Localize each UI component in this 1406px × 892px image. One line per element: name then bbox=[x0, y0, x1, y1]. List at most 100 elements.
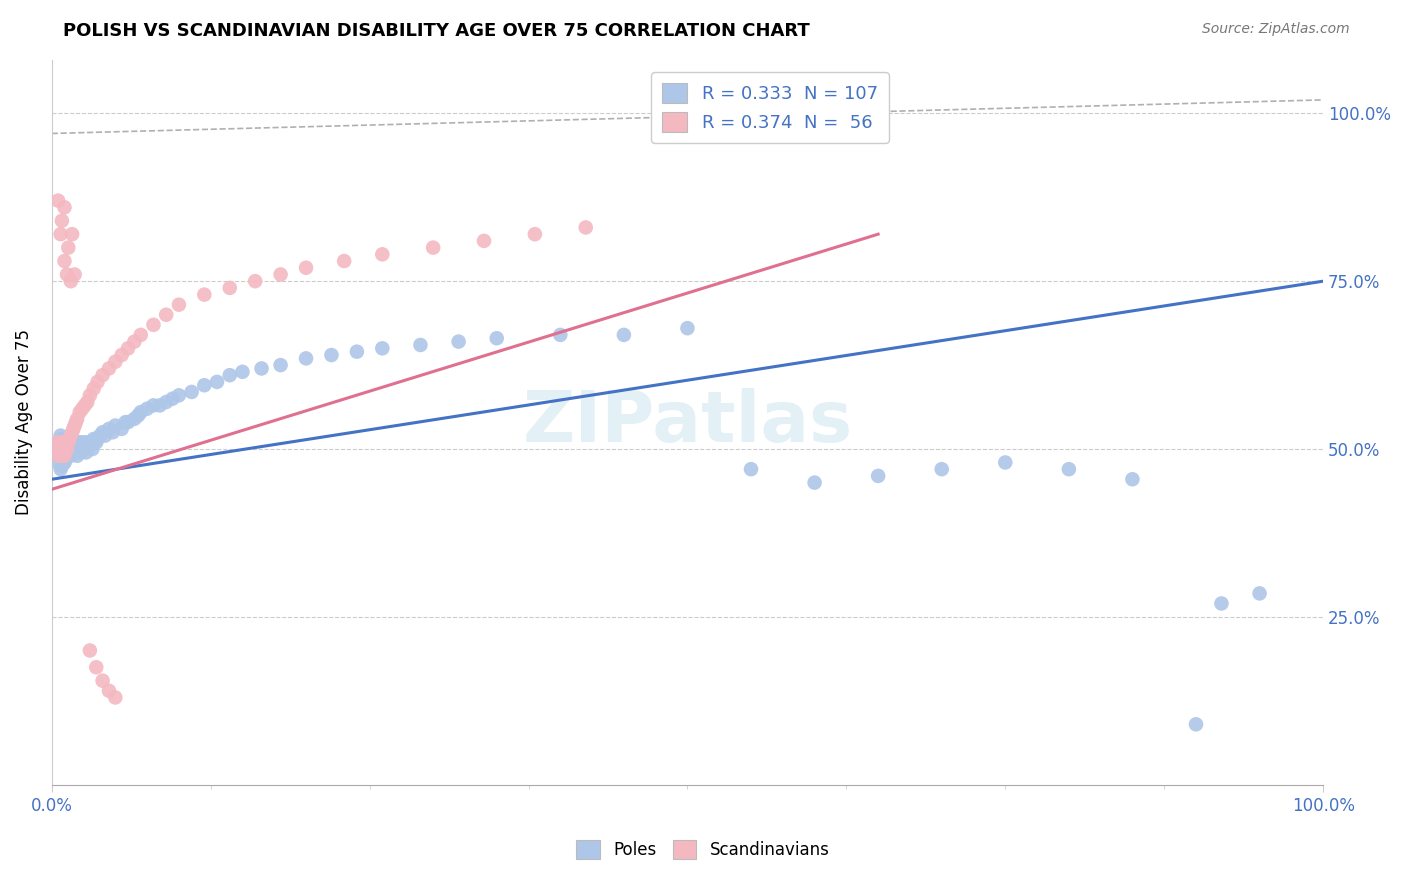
Legend: Poles, Scandinavians: Poles, Scandinavians bbox=[569, 834, 837, 866]
Point bbox=[97, 361, 120, 376]
Point bbox=[59, 449, 82, 463]
Point bbox=[868, 469, 890, 483]
Point bbox=[523, 227, 546, 242]
Point bbox=[53, 435, 76, 450]
Point bbox=[49, 439, 72, 453]
Point bbox=[63, 418, 86, 433]
Point bbox=[58, 435, 80, 450]
Point bbox=[46, 449, 69, 463]
Point bbox=[1211, 597, 1233, 611]
Point bbox=[84, 435, 107, 450]
Point bbox=[333, 254, 356, 268]
Point bbox=[58, 445, 80, 459]
Point bbox=[60, 445, 83, 459]
Point bbox=[155, 308, 177, 322]
Point bbox=[472, 234, 495, 248]
Point bbox=[104, 355, 127, 369]
Point bbox=[124, 334, 146, 349]
Text: Source: ZipAtlas.com: Source: ZipAtlas.com bbox=[1202, 22, 1350, 37]
Point bbox=[66, 435, 89, 450]
Point bbox=[82, 442, 104, 456]
Point bbox=[180, 384, 202, 399]
Point bbox=[58, 435, 80, 450]
Point bbox=[58, 449, 80, 463]
Point bbox=[56, 435, 79, 450]
Point bbox=[70, 445, 93, 459]
Point bbox=[53, 435, 76, 450]
Point bbox=[59, 442, 82, 456]
Text: POLISH VS SCANDINAVIAN DISABILITY AGE OVER 75 CORRELATION CHART: POLISH VS SCANDINAVIAN DISABILITY AGE OV… bbox=[63, 22, 810, 40]
Point bbox=[46, 194, 69, 208]
Point bbox=[91, 425, 114, 440]
Point bbox=[129, 327, 152, 342]
Point bbox=[62, 422, 84, 436]
Point bbox=[193, 287, 215, 301]
Point bbox=[52, 449, 75, 463]
Point bbox=[60, 425, 83, 440]
Point bbox=[111, 422, 134, 436]
Point bbox=[422, 241, 444, 255]
Point bbox=[46, 449, 69, 463]
Point bbox=[740, 462, 762, 476]
Point bbox=[49, 445, 72, 459]
Point bbox=[46, 442, 69, 456]
Point bbox=[53, 449, 76, 463]
Point bbox=[63, 445, 86, 459]
Point bbox=[80, 435, 103, 450]
Point bbox=[231, 365, 253, 379]
Point bbox=[69, 435, 91, 450]
Point bbox=[58, 439, 80, 453]
Point bbox=[75, 445, 97, 459]
Point bbox=[56, 435, 79, 450]
Point bbox=[1249, 586, 1271, 600]
Point bbox=[101, 425, 124, 440]
Point bbox=[58, 432, 80, 446]
Point bbox=[51, 213, 73, 227]
Point bbox=[52, 442, 75, 456]
Point bbox=[205, 375, 228, 389]
Point bbox=[60, 227, 83, 242]
Point bbox=[56, 268, 79, 282]
Point bbox=[62, 442, 84, 456]
Point bbox=[62, 435, 84, 450]
Point bbox=[346, 344, 368, 359]
Point bbox=[86, 375, 108, 389]
Point bbox=[72, 435, 94, 450]
Point bbox=[91, 368, 114, 383]
Text: ZIPatlas: ZIPatlas bbox=[523, 388, 852, 457]
Point bbox=[270, 268, 292, 282]
Point bbox=[59, 435, 82, 450]
Point bbox=[59, 274, 82, 288]
Point bbox=[56, 442, 79, 456]
Point bbox=[49, 449, 72, 463]
Point bbox=[550, 327, 572, 342]
Point bbox=[65, 415, 87, 429]
Point bbox=[53, 200, 76, 214]
Point bbox=[127, 409, 149, 423]
Point bbox=[56, 442, 79, 456]
Point bbox=[53, 449, 76, 463]
Point bbox=[321, 348, 343, 362]
Point bbox=[79, 388, 101, 402]
Point bbox=[613, 327, 636, 342]
Point bbox=[53, 442, 76, 456]
Point bbox=[49, 428, 72, 442]
Point bbox=[97, 683, 120, 698]
Point bbox=[60, 439, 83, 453]
Point bbox=[1185, 717, 1208, 731]
Point bbox=[104, 418, 127, 433]
Point bbox=[84, 660, 107, 674]
Point bbox=[218, 368, 240, 383]
Point bbox=[142, 318, 165, 332]
Point bbox=[1057, 462, 1080, 476]
Point bbox=[1121, 472, 1143, 486]
Point bbox=[63, 439, 86, 453]
Point bbox=[117, 341, 139, 355]
Point bbox=[66, 412, 89, 426]
Point bbox=[58, 445, 80, 459]
Point bbox=[73, 398, 96, 412]
Point bbox=[83, 432, 105, 446]
Point bbox=[67, 439, 90, 453]
Point bbox=[447, 334, 470, 349]
Point bbox=[73, 442, 96, 456]
